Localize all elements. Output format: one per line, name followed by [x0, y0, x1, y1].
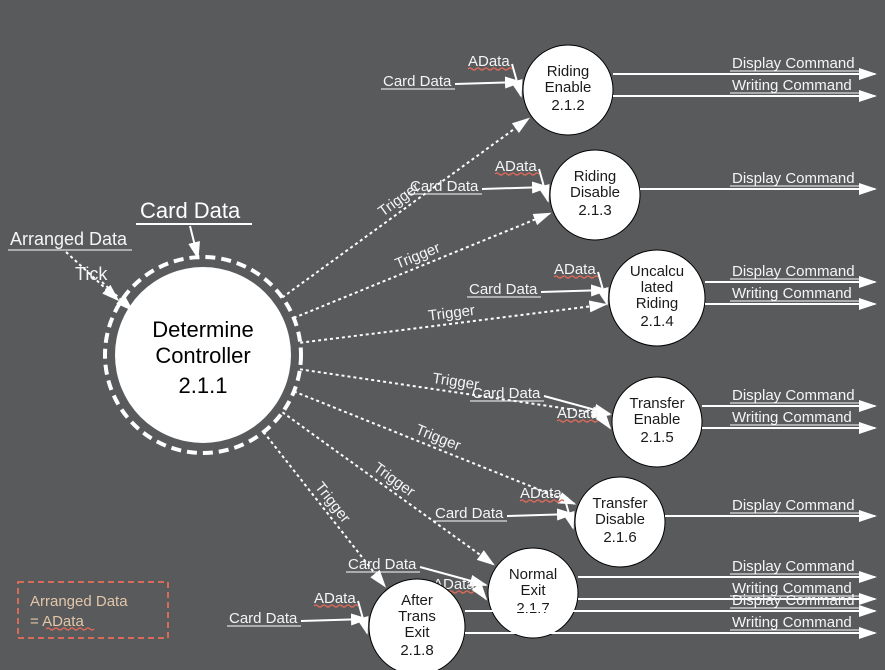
- node-label: Transfer: [592, 495, 647, 512]
- card-data-label: Card Data: [469, 281, 538, 298]
- output-label: Writing Command: [732, 614, 852, 631]
- trigger-label: Trigger: [311, 479, 353, 526]
- card-data-label: Card Data: [348, 556, 417, 573]
- node-label: Normal: [509, 566, 557, 583]
- node-num: 2.1.2: [551, 97, 584, 114]
- node-label: Transfer: [629, 395, 684, 412]
- legend-arranged-adata: Arranged Data = AData: [18, 582, 168, 638]
- node-label: Riding: [574, 168, 617, 185]
- node-num: 2.1.5: [640, 429, 673, 446]
- node-label: Disable: [595, 511, 645, 528]
- output-label: Display Command: [732, 55, 855, 72]
- card-data-label: Card Data: [383, 73, 452, 90]
- output-label: Display Command: [732, 558, 855, 575]
- input-arranged-data-label: Arranged Data: [10, 229, 128, 249]
- input-card-data-label: Card Data: [140, 198, 241, 223]
- node-label: Uncalcu: [630, 263, 684, 280]
- main-node-determine-controller: DetermineController 2.1.1: [105, 257, 301, 453]
- output-label: Writing Command: [732, 77, 852, 94]
- adata-label: AData: [557, 405, 599, 422]
- card-data-label: Card Data: [435, 505, 504, 522]
- output-label: Display Command: [732, 387, 855, 404]
- adata-label: AData: [314, 590, 356, 607]
- legend-line1: Arranged Data: [30, 593, 128, 610]
- adata-label: AData: [468, 53, 510, 70]
- input-tick-label: Tick: [75, 264, 108, 284]
- card-data-label: Card Data: [410, 178, 479, 195]
- output-label: Writing Command: [732, 409, 852, 426]
- main-node-line1: Determine: [152, 317, 253, 342]
- node-transfer-enable: Trigger Card Data AData TransferEnable2.1.5…: [300, 369, 875, 467]
- card-data-label: Card Data: [472, 385, 541, 402]
- node-label: Trans: [398, 608, 436, 625]
- main-node-num: 2.1.1: [179, 373, 228, 398]
- node-label: Riding: [636, 295, 679, 312]
- node-label: Riding: [547, 63, 590, 80]
- node-label: Enable: [545, 79, 592, 96]
- node-label: lated: [641, 279, 674, 296]
- diagram-canvas: DetermineController 2.1.1 Card Data Arrange…: [0, 0, 885, 670]
- node-num: 2.1.8: [400, 642, 433, 659]
- trigger-label: Trigger: [413, 421, 463, 454]
- output-label: Display Command: [732, 592, 855, 609]
- main-node-line2: Controller: [155, 343, 250, 368]
- output-label: Display Command: [732, 497, 855, 514]
- output-label: Display Command: [732, 170, 855, 187]
- output-label: Display Command: [732, 263, 855, 280]
- node-num: 2.1.4: [640, 313, 673, 330]
- adata-label: AData: [520, 485, 562, 502]
- card-data-label: Card Data: [229, 610, 298, 627]
- node-num: 2.1.6: [603, 529, 636, 546]
- node-label: Exit: [520, 582, 546, 599]
- node-uncalculated-riding: TriggerCard DataADataUncalculatedRiding2…: [300, 250, 875, 346]
- node-label: Exit: [404, 624, 430, 641]
- output-label: Writing Command: [732, 285, 852, 302]
- node-label: Disable: [570, 184, 620, 201]
- node-label: After: [401, 592, 433, 609]
- node-label: Enable: [634, 411, 681, 428]
- node-num: 2.1.7: [516, 600, 549, 617]
- node-num: 2.1.3: [578, 202, 611, 219]
- adata-label: AData: [495, 158, 537, 175]
- adata-label: AData: [554, 261, 596, 278]
- legend-line2: = AData: [30, 613, 84, 630]
